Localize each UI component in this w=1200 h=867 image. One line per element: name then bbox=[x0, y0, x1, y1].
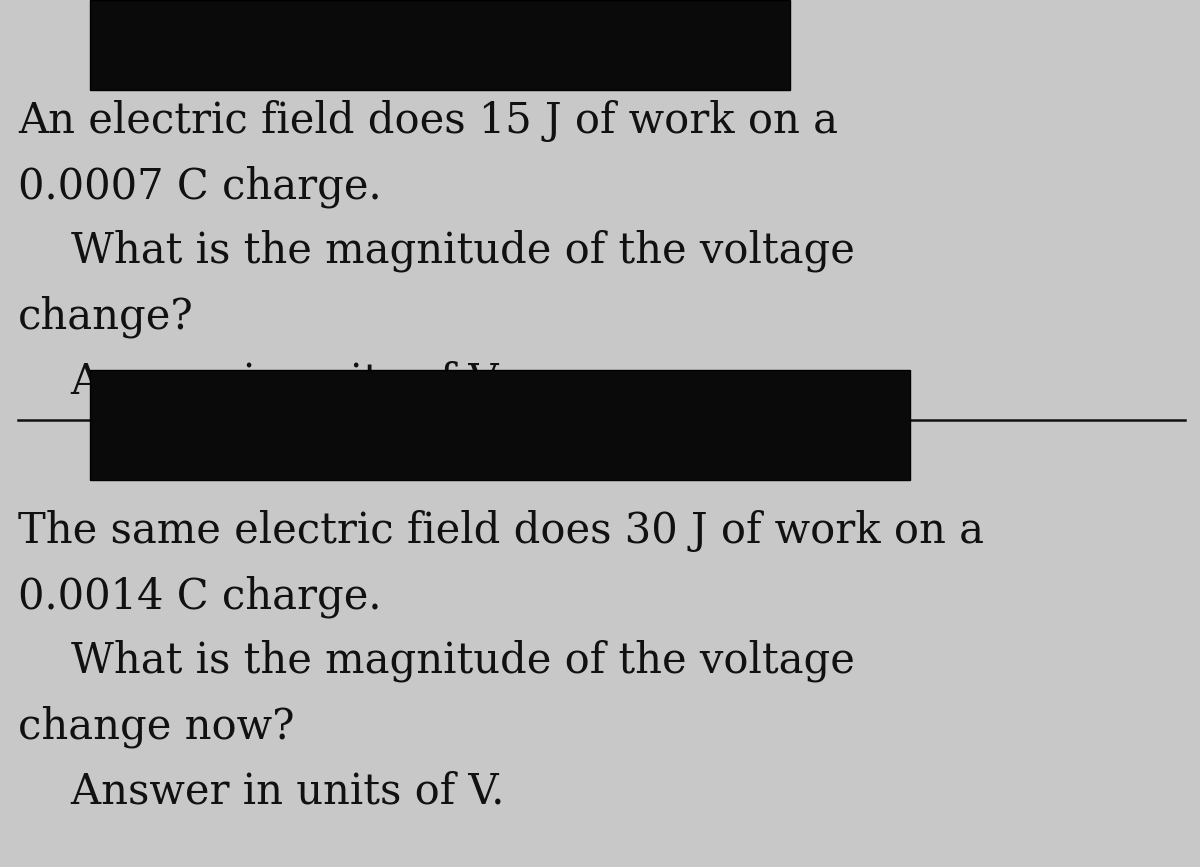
FancyBboxPatch shape bbox=[90, 370, 910, 480]
FancyBboxPatch shape bbox=[90, 0, 790, 90]
Text: Answer in units of V.: Answer in units of V. bbox=[18, 770, 504, 812]
Text: 0.0007 C charge.: 0.0007 C charge. bbox=[18, 165, 382, 207]
Text: Answer in units of V.: Answer in units of V. bbox=[18, 360, 504, 402]
Text: 0.0014 C charge.: 0.0014 C charge. bbox=[18, 575, 382, 617]
Text: What is the magnitude of the voltage: What is the magnitude of the voltage bbox=[18, 640, 854, 682]
Text: change now?: change now? bbox=[18, 705, 294, 747]
Text: change?: change? bbox=[18, 295, 193, 337]
Text: The same electric field does 30 J of work on a: The same electric field does 30 J of wor… bbox=[18, 510, 984, 552]
Text: An electric field does 15 J of work on a: An electric field does 15 J of work on a bbox=[18, 100, 838, 142]
Text: What is the magnitude of the voltage: What is the magnitude of the voltage bbox=[18, 230, 854, 272]
